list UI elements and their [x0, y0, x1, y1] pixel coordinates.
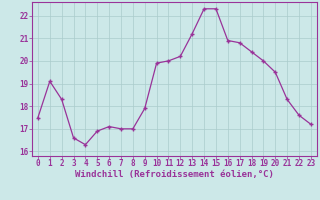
X-axis label: Windchill (Refroidissement éolien,°C): Windchill (Refroidissement éolien,°C) [75, 170, 274, 179]
